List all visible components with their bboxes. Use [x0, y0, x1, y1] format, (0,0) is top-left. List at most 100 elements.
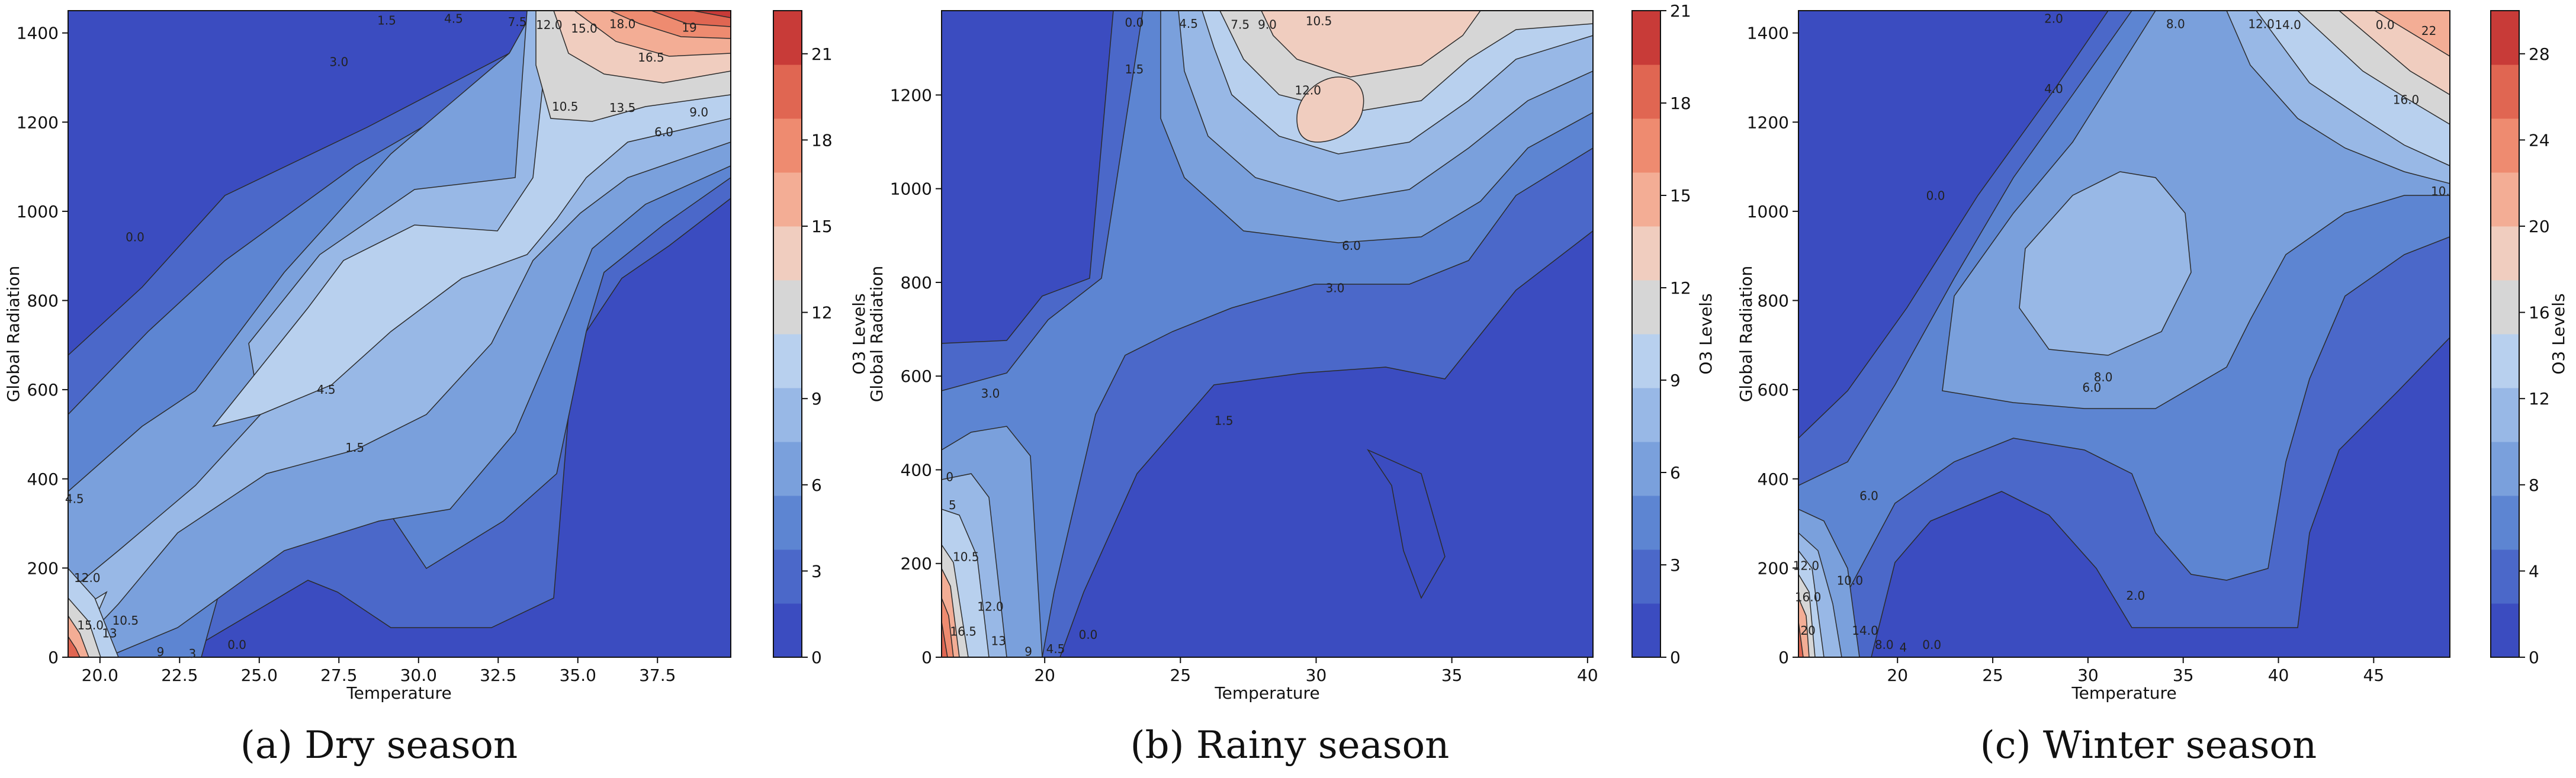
colorbar-tick-label: 20	[2529, 217, 2550, 236]
contour-label: 12.0	[1295, 83, 1321, 98]
colorbar-band	[1632, 334, 1660, 388]
y-axis-label: Global Radiation	[867, 266, 886, 403]
contour-label: 19	[682, 21, 696, 35]
contour-label: 3	[188, 647, 196, 661]
colorbar-band	[773, 280, 802, 335]
colorbar-band	[2491, 549, 2519, 604]
colorbar-tick-label: 8	[2529, 475, 2539, 495]
plot-frame	[941, 10, 1594, 658]
contour-label: 0.0	[1926, 189, 1945, 203]
contour-label: 14.0	[1852, 623, 1878, 638]
contour-label: 16.5	[950, 624, 977, 638]
colorbar-tick-label: 12	[1670, 278, 1691, 298]
contour-label: 9	[1024, 645, 1032, 659]
contour-label: 10.0	[1837, 573, 1864, 587]
x-tick-label: 35.0	[560, 666, 596, 685]
contour-label: 16.0	[2393, 93, 2420, 107]
x-tick-label: 20	[1034, 666, 1055, 685]
y-axis-ticks: 0 200 400 600 800 1000 1200 1400	[17, 24, 68, 667]
colorbar-bands	[1632, 11, 1660, 658]
contour-label: 12.0	[977, 600, 1004, 614]
y-tick-label: 1000	[17, 202, 59, 221]
x-tick-label: 45	[2363, 666, 2385, 685]
plot-area	[1798, 11, 2450, 657]
colorbar: 0 4 8 12 16 20 24 28 O3 Levels	[2490, 10, 2568, 667]
contour-label: 0	[946, 470, 953, 484]
colorbar-band	[1632, 65, 1660, 119]
x-tick-label: 40	[2268, 666, 2289, 685]
contour-band	[651, 11, 731, 27]
contour-band	[2373, 11, 2450, 57]
colorbar: 0 3 6 9 12 15 18 21 O3 Levels	[773, 10, 869, 667]
contour-label: 6.0	[1859, 488, 1878, 503]
contour-label: 4.5	[1179, 17, 1198, 31]
colorbar-band	[773, 388, 802, 442]
colorbar-tick-label: 24	[2529, 130, 2550, 150]
contour-label: 1.5	[1215, 413, 1234, 427]
contour-labels: 2.04.08.0 12.0 14.0 0.0 2216.010.0.08.06.06.…	[1793, 12, 2450, 655]
x-tick-label: 30.0	[400, 666, 437, 685]
contour-label: 12.0	[536, 18, 563, 32]
contour-label: 3.0	[1326, 281, 1345, 295]
x-axis-ticks: 20 25 30 35 40 45	[1887, 657, 2384, 685]
colorbar-frame	[1631, 10, 1661, 658]
contour-label: 14.0	[2275, 18, 2301, 32]
x-axis-ticks: 20.0 22.5 25.0 27.5 30.0 32.5 35.0 37.5	[82, 657, 676, 685]
colorbar-band	[2491, 65, 2519, 119]
colorbar-tick-label: 12	[2529, 389, 2550, 409]
y-tick-label: 800	[901, 273, 932, 292]
y-tick-label: 400	[27, 470, 59, 489]
y-axis-label: Global Radiation	[1736, 266, 1756, 403]
colorbar-tick-label: 9	[1670, 371, 1681, 390]
colorbar-tick-label: 3	[811, 561, 822, 581]
colorbar-tick-label: 21	[1670, 1, 1691, 21]
contour-label: 16.5	[638, 50, 664, 65]
contour-label: 6.0	[2082, 380, 2101, 394]
contour-label: 8.0	[1875, 638, 1894, 652]
colorbar-label: O3 Levels	[2549, 293, 2568, 374]
contour-label: 0.0	[227, 638, 246, 652]
contour-label: 8.0	[2094, 370, 2113, 384]
contour-label: 15.0	[571, 21, 598, 36]
colorbar-band	[2491, 280, 2519, 335]
colorbar-ticks: 0 3 6 9 12 15 18 21	[1660, 1, 1691, 667]
contour-label: 3.0	[329, 55, 348, 69]
colorbar-tick-label: 21	[811, 44, 833, 64]
y-tick-label: 600	[901, 367, 932, 386]
contour-label: 0.0	[126, 230, 144, 245]
colorbar-band	[773, 65, 802, 119]
contour-band	[692, 11, 731, 18]
colorbar-band	[1632, 442, 1660, 496]
x-tick-label: 32.5	[480, 666, 516, 685]
contour-label: 4.5	[317, 382, 336, 397]
y-tick-label: 0	[1778, 648, 1789, 667]
colorbar-band	[773, 603, 802, 658]
x-tick-label: 30	[2077, 666, 2099, 685]
x-tick-label: 40	[1577, 666, 1598, 685]
x-axis-label: Temperature	[346, 683, 451, 703]
contour-label: 20	[1800, 623, 1815, 638]
y-tick-label: 200	[901, 554, 932, 574]
contour-label: 16.0	[1795, 590, 1822, 604]
x-tick-label: 20.0	[82, 666, 118, 685]
contour-band	[1261, 11, 1481, 78]
contour-label: 4	[1900, 640, 1907, 654]
x-tick-label: 25	[1170, 666, 1191, 685]
contour-label: 13.5	[609, 101, 636, 115]
y-tick-label: 1000	[890, 179, 932, 199]
colorbar-tick-label: 6	[811, 475, 822, 495]
colorbar-band	[2491, 388, 2519, 442]
contour-label: 9.0	[689, 105, 708, 120]
contour-label: 12.0	[74, 571, 101, 585]
colorbar-tick-label: 4	[2529, 561, 2539, 581]
colorbar-band	[1632, 388, 1660, 442]
colorbar-ticks: 0 4 8 12 16 20 24 28	[2519, 44, 2550, 667]
colorbar-tick-label: 9	[811, 389, 822, 409]
contour-band	[1798, 621, 1804, 657]
contour-band	[1296, 76, 1364, 143]
colorbar-bands	[773, 11, 802, 658]
x-tick-label: 35	[1441, 666, 1463, 685]
y-tick-label: 0	[921, 648, 932, 667]
